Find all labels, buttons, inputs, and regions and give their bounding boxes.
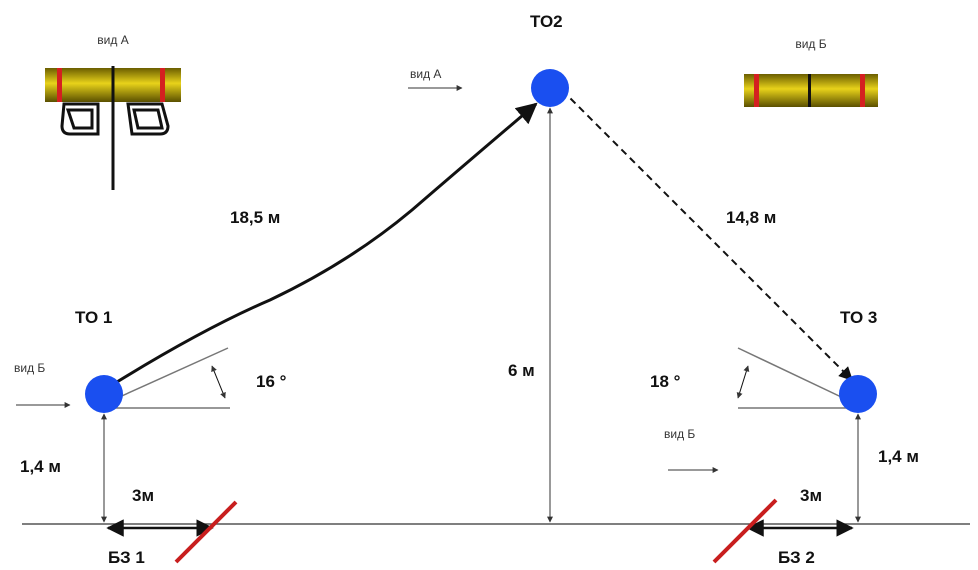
node-to2 — [531, 69, 569, 107]
height-left-label: 1,4 м — [20, 457, 61, 476]
point-label-to3: ТО 3 — [840, 308, 877, 327]
node-to3 — [839, 375, 877, 413]
ground-right-label: 3м — [800, 486, 822, 505]
point-label-to1: ТО 1 — [75, 308, 112, 327]
inset-b-title: вид Б — [795, 37, 826, 51]
view-a-label: вид А — [410, 67, 441, 81]
zone-slash-left-icon — [174, 500, 238, 564]
rope-stripe-icon — [860, 74, 865, 107]
inset-view-b: вид Б — [744, 37, 878, 107]
height-right-label: 1,4 м — [878, 447, 919, 466]
rope-stripe-icon — [57, 68, 62, 102]
inset-a-title: вид А — [97, 33, 128, 47]
rope-segment-left — [103, 102, 538, 392]
point-label-to2: ТО2 — [530, 12, 563, 31]
rope-stripe-icon — [754, 74, 759, 107]
zone-label-bz1: БЗ 1 — [108, 548, 145, 567]
ground-left-label: 3м — [132, 486, 154, 505]
angle-indicator-right — [736, 347, 858, 409]
rope-center-mark-icon — [808, 74, 811, 107]
zone-slash-right-icon — [712, 498, 778, 564]
node-to1 — [85, 375, 123, 413]
rope-stripe-icon — [160, 68, 165, 102]
angle-right-label: 18 ° — [650, 372, 681, 391]
slope-right-label: 14,8 м — [726, 208, 776, 227]
view-b-right-label: вид Б — [664, 427, 695, 441]
carabiner-icon — [60, 102, 170, 136]
angle-left-label: 16 ° — [256, 372, 287, 391]
height-center-label: 6 м — [508, 361, 535, 380]
inset-view-a: вид А — [45, 33, 181, 190]
zone-label-bz2: БЗ 2 — [778, 548, 815, 567]
slope-left-label: 18,5 м — [230, 208, 280, 227]
angle-indicator-left — [103, 347, 230, 409]
rope-segment-right — [561, 89, 853, 381]
view-b-left-label: вид Б — [14, 361, 45, 375]
